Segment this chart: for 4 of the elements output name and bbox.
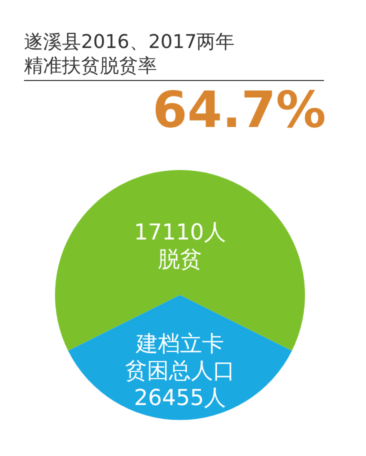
text: 64.7% <box>152 81 326 139</box>
chart-title: 遂溪县2016、2017两年精准扶贫脱贫率 <box>24 30 236 78</box>
slice-label: 建档立卡贫困总人口26455人 <box>125 332 235 412</box>
slice-label: 17110人脱贫 <box>134 220 226 273</box>
